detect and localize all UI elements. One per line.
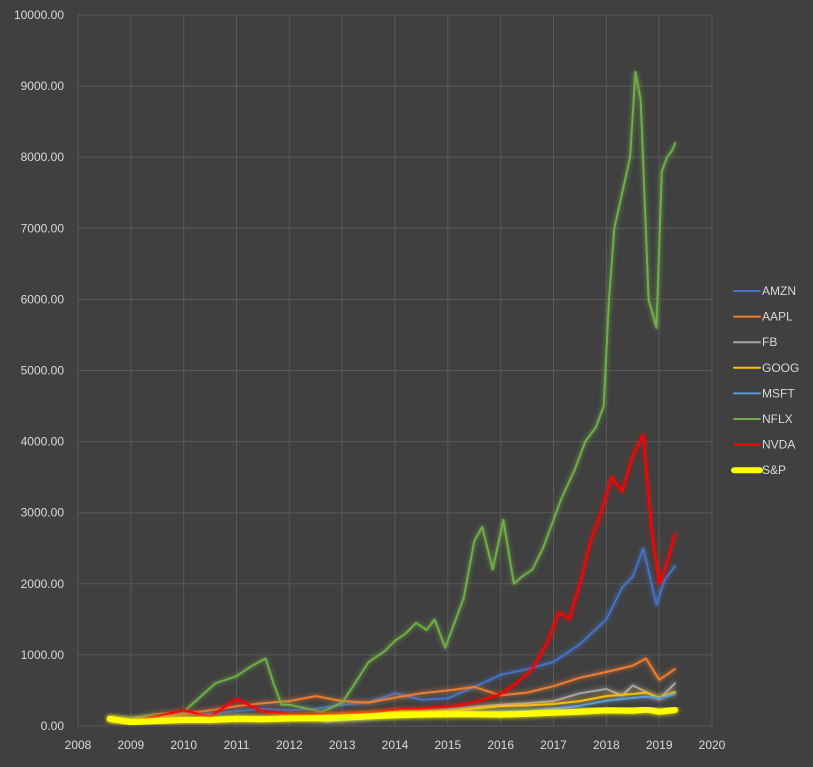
y-tick-label: 10000.00	[14, 8, 64, 22]
series-line-nflx	[108, 70, 676, 720]
y-tick-label: 3000.00	[21, 506, 65, 520]
x-tick-label: 2018	[593, 738, 620, 752]
legend-label-s-p: S&P	[762, 463, 786, 477]
y-tick-label: 8000.00	[21, 150, 65, 164]
y-tick-label: 9000.00	[21, 79, 65, 93]
series-line-nvda	[108, 433, 676, 723]
gridlines	[77, 14, 713, 727]
y-tick-label: 5000.00	[21, 364, 65, 378]
legend-label-aapl: AAPL	[762, 310, 793, 324]
x-axis: 2008 2009 2010 2011 2012 2013 2014 2015 2016 2017…	[65, 738, 726, 752]
y-tick-label: 6000.00	[21, 292, 65, 306]
legend-label-fb: FB	[762, 335, 777, 349]
y-axis: 0.00 1000.00 2000.00 3000.00 4000.00 5000.00 6…	[14, 8, 64, 733]
x-tick-label: 2019	[646, 738, 673, 752]
series-line-aapl	[108, 657, 676, 722]
x-tick-label: 2017	[540, 738, 567, 752]
series-line-s-p	[106, 706, 678, 726]
y-tick-label: 2000.00	[21, 577, 65, 591]
legend: AMZN AAPL FB GOOG MSFT NFLX NVDA S&P	[731, 284, 799, 477]
x-tick-label: 2011	[224, 738, 250, 752]
x-tick-label: 2016	[487, 738, 514, 752]
y-tick-label: 4000.00	[21, 435, 65, 449]
legend-label-msft: MSFT	[762, 386, 795, 400]
x-tick-label: 2012	[276, 738, 303, 752]
legend-label-nvda: NVDA	[762, 438, 795, 452]
x-tick-label: 2010	[170, 738, 197, 752]
x-tick-label: 2014	[382, 738, 409, 752]
legend-label-amzn: AMZN	[762, 284, 796, 298]
legend-label-goog: GOOG	[762, 361, 799, 375]
y-tick-label: 0.00	[41, 719, 65, 733]
x-tick-label: 2013	[329, 738, 356, 752]
y-tick-label: 1000.00	[21, 648, 65, 662]
x-tick-label: 2009	[117, 738, 144, 752]
x-tick-label: 2008	[65, 738, 92, 752]
y-tick-label: 7000.00	[21, 221, 65, 235]
x-tick-label: 2020	[699, 738, 726, 752]
x-tick-label: 2015	[434, 738, 461, 752]
legend-label-nflx: NFLX	[762, 412, 793, 426]
series-lines	[106, 70, 678, 726]
